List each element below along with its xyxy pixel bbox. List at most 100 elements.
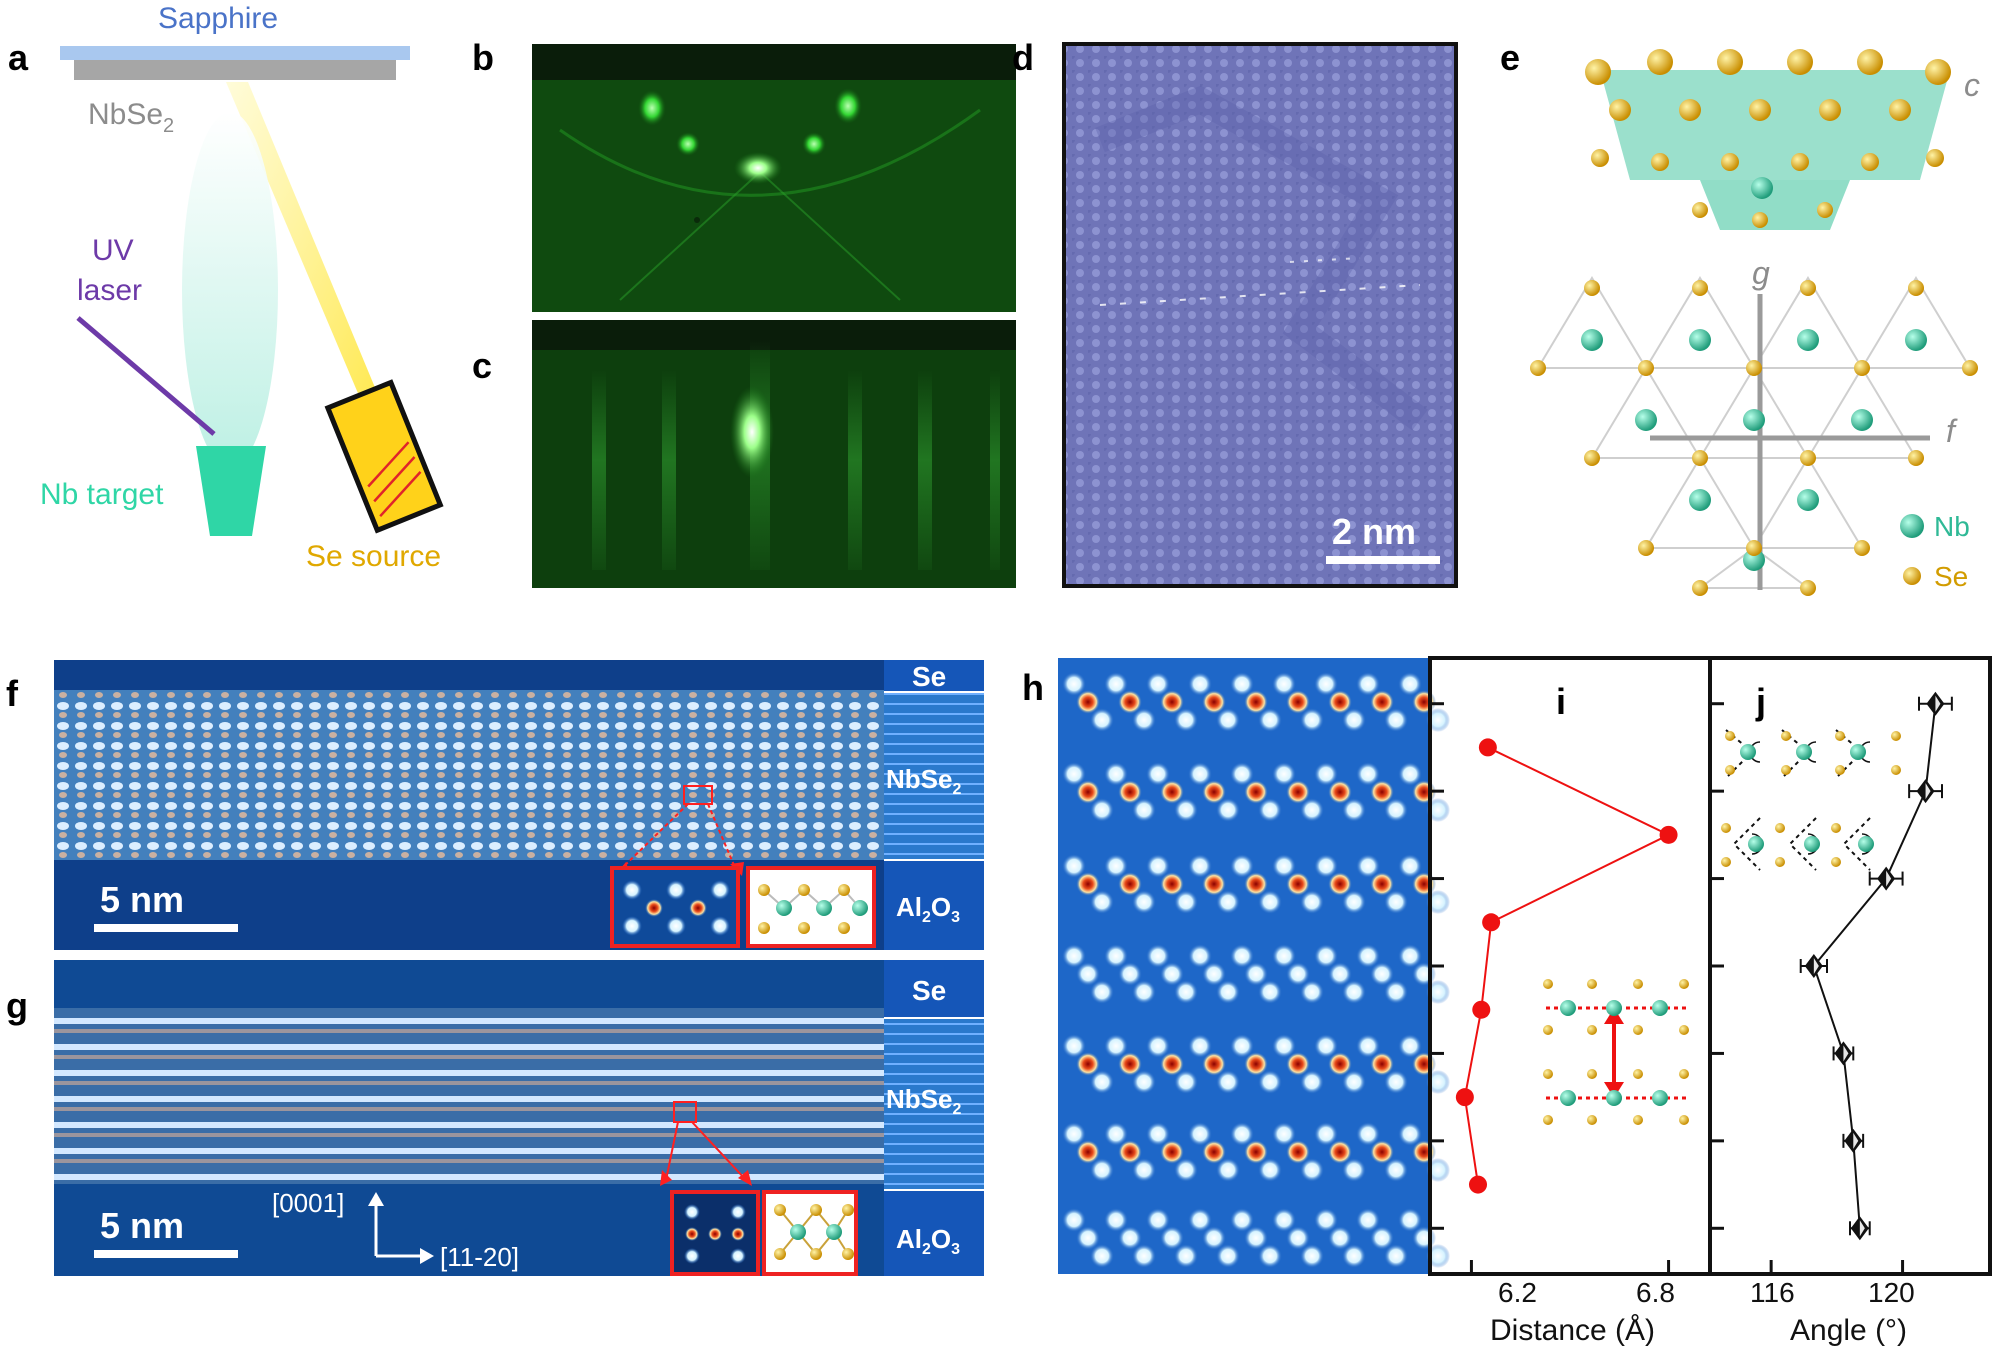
h-atom bbox=[1216, 890, 1240, 914]
h-atom bbox=[1384, 708, 1408, 732]
h-atom bbox=[1188, 854, 1212, 878]
h-atom bbox=[1216, 708, 1240, 732]
angle-schematic-j bbox=[1721, 729, 1901, 871]
h-atom bbox=[1118, 1140, 1142, 1164]
h-atom bbox=[1146, 854, 1170, 878]
h-atom bbox=[1076, 690, 1100, 714]
h-atom bbox=[1384, 1244, 1408, 1268]
h-atom bbox=[1230, 672, 1254, 696]
h-atom bbox=[1062, 672, 1086, 696]
h-atom bbox=[1258, 1070, 1282, 1094]
h-atom bbox=[1132, 1244, 1156, 1268]
plot-j-content bbox=[1712, 691, 1953, 1272]
h-atom bbox=[1118, 690, 1142, 714]
h-atom bbox=[1230, 1208, 1254, 1232]
sapphire-label: Sapphire bbox=[158, 2, 278, 35]
axis-f-label: f bbox=[1946, 413, 1958, 449]
h-atom bbox=[1146, 672, 1170, 696]
panel-letter-d: d bbox=[1012, 37, 1034, 78]
h-atom bbox=[1076, 962, 1100, 986]
h-atom bbox=[1398, 854, 1422, 878]
data-point-highlight bbox=[1853, 1132, 1859, 1149]
h-atom bbox=[1370, 1140, 1394, 1164]
h-atom bbox=[1370, 1052, 1394, 1076]
h-atom bbox=[1300, 708, 1324, 732]
h-atom bbox=[1342, 890, 1366, 914]
h-atom bbox=[1076, 1140, 1100, 1164]
h-atom bbox=[1244, 962, 1268, 986]
h-atom bbox=[1272, 1208, 1296, 1232]
h-atom bbox=[1076, 1052, 1100, 1076]
h-atom bbox=[1342, 1244, 1366, 1268]
h-atom bbox=[1076, 780, 1100, 804]
dir-horizontal-label: [11-20] bbox=[440, 1242, 519, 1272]
rheed-image-c bbox=[532, 320, 1016, 588]
panel-a: a Sapphire NbSe2 UV laser Nb target Se s… bbox=[8, 2, 444, 573]
h-atom bbox=[1160, 1052, 1184, 1076]
data-point-highlight bbox=[1843, 1045, 1849, 1062]
data-point bbox=[1482, 913, 1501, 932]
h-atom bbox=[1286, 690, 1310, 714]
se-beam bbox=[226, 82, 376, 398]
crystal-perspective bbox=[1585, 49, 1951, 230]
h-atom bbox=[1370, 1226, 1394, 1250]
panel-h: h bbox=[1022, 658, 1450, 1274]
axis-g-label: g bbox=[1752, 255, 1770, 291]
haadf-film-g bbox=[54, 1008, 884, 1184]
h-atom bbox=[1202, 780, 1226, 804]
panel-letter-c: c bbox=[472, 345, 492, 386]
h-atom bbox=[1132, 798, 1156, 822]
h-atom bbox=[1090, 1244, 1114, 1268]
h-atom bbox=[1356, 762, 1380, 786]
h-atom bbox=[1314, 1208, 1338, 1232]
h-atom bbox=[1314, 1122, 1338, 1146]
data-point-highlight bbox=[1935, 695, 1941, 712]
h-atom bbox=[1090, 980, 1114, 1004]
data-point bbox=[1469, 1175, 1487, 1194]
h-atom bbox=[1272, 762, 1296, 786]
data-point bbox=[1659, 825, 1678, 844]
inset-haadf-f bbox=[610, 866, 740, 948]
h-atom bbox=[1118, 872, 1142, 896]
h-atom bbox=[1146, 944, 1170, 968]
h-atom bbox=[1328, 872, 1352, 896]
nb-target bbox=[196, 446, 266, 536]
h-atom bbox=[1384, 890, 1408, 914]
h-atom bbox=[1258, 708, 1282, 732]
distance-schematic-i bbox=[1543, 979, 1689, 1125]
haadf-scale-bar-f bbox=[94, 924, 238, 932]
h-atom bbox=[1342, 1158, 1366, 1182]
inset-model-f bbox=[746, 866, 876, 948]
legend-nb-symbol bbox=[1900, 514, 1924, 538]
laser-label: laser bbox=[77, 274, 142, 307]
h-atom bbox=[1062, 762, 1086, 786]
h-atom bbox=[1384, 980, 1408, 1004]
h-atom bbox=[1216, 1070, 1240, 1094]
h-atom bbox=[1300, 980, 1324, 1004]
h-atom bbox=[1118, 1052, 1142, 1076]
panel-f: f 5 nm Se NbSe2 Al2O3 bbox=[6, 660, 984, 950]
h-atom bbox=[1398, 672, 1422, 696]
panel-letter-g: g bbox=[6, 985, 28, 1026]
h-atom bbox=[1272, 672, 1296, 696]
h-atom bbox=[1244, 1140, 1268, 1164]
h-atom bbox=[1160, 872, 1184, 896]
xlabel-i: Distance (Å) bbox=[1490, 1314, 1655, 1347]
h-atom bbox=[1314, 854, 1338, 878]
h-atom bbox=[1216, 980, 1240, 1004]
h-atom bbox=[1118, 780, 1142, 804]
h-atom bbox=[1104, 1122, 1128, 1146]
h-atom bbox=[1188, 762, 1212, 786]
h-atom bbox=[1104, 854, 1128, 878]
h-atom bbox=[1174, 980, 1198, 1004]
series-line bbox=[1812, 703, 1937, 1229]
h-atom bbox=[1342, 1070, 1366, 1094]
layer-al2o3-label-g: Al2O3 bbox=[896, 1224, 960, 1258]
h-atom bbox=[1160, 690, 1184, 714]
h-atom bbox=[1314, 762, 1338, 786]
h-atom bbox=[1370, 962, 1394, 986]
h-atom bbox=[1244, 780, 1268, 804]
data-point-highlight bbox=[1886, 870, 1892, 887]
h-atom bbox=[1174, 1070, 1198, 1094]
h-atom bbox=[1188, 672, 1212, 696]
